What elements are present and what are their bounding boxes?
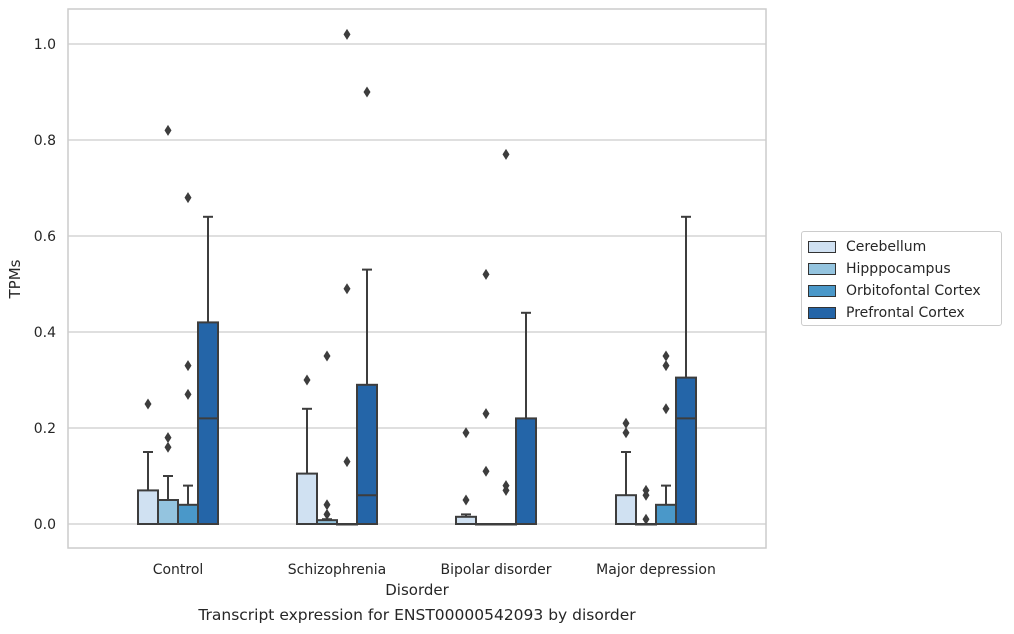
- legend-swatch: [808, 307, 836, 319]
- x-tick-label: Schizophrenia: [288, 562, 386, 578]
- y-tick-labels: 0.0 0.2 0.4 0.6 0.8 1.0: [34, 37, 56, 533]
- legend-item: Cerebellum: [808, 236, 1001, 258]
- y-tick-label: 1.0: [34, 37, 56, 53]
- outlier-point: [164, 124, 172, 136]
- outlier-point: [184, 388, 192, 400]
- legend: Cerebellum Hipppocampus Orbitofontal Corte…: [801, 231, 1002, 326]
- outlier-point: [642, 513, 650, 525]
- legend-item: Hipppocampus: [808, 258, 1001, 280]
- box-body: [655, 503, 677, 525]
- y-tick-label: 0.2: [34, 421, 56, 437]
- outlier-point: [662, 403, 670, 415]
- legend-swatch: [808, 285, 836, 297]
- box-prefrontal-cortex: [675, 215, 697, 525]
- outlier-point: [343, 283, 351, 295]
- legend-item: Orbitofontal Cortex: [808, 280, 1001, 302]
- box-prefrontal-cortex: [356, 86, 378, 525]
- legend-label: Orbitofontal Cortex: [846, 283, 981, 299]
- outlier-point: [502, 480, 510, 492]
- outlier-point: [303, 374, 311, 386]
- outlier-point: [164, 432, 172, 444]
- outlier-point: [482, 465, 490, 477]
- outlier-point: [662, 360, 670, 372]
- outlier-point: [502, 148, 510, 160]
- outlier-point: [164, 441, 172, 453]
- chart-caption: Transcript expression for ENST0000054209…: [198, 606, 636, 624]
- x-tick-label: Major depression: [596, 562, 716, 578]
- legend-label: Prefrontal Cortex: [846, 305, 965, 321]
- outlier-point: [622, 427, 630, 439]
- x-tick-labels: Control Schizophrenia Bipolar disorder Majo…: [153, 562, 716, 578]
- legend-label: Cerebellum: [846, 239, 927, 255]
- x-axis-label: Disorder: [385, 581, 449, 599]
- box-marks: [137, 28, 697, 526]
- box-body: [177, 503, 199, 525]
- outlier-point: [343, 456, 351, 468]
- box-body: [675, 376, 697, 525]
- x-tick-label: Bipolar disorder: [440, 562, 551, 578]
- outlier-point: [482, 408, 490, 420]
- box-body: [137, 489, 159, 525]
- box-body: [197, 321, 219, 525]
- outlier-point: [184, 192, 192, 204]
- box-cerebellum: [615, 417, 637, 526]
- box-hipppocampus: [475, 268, 497, 526]
- plot-frame: [67, 8, 767, 549]
- y-tick-label: 0.4: [34, 325, 56, 341]
- outlier-point: [462, 427, 470, 439]
- y-tick-label: 0.0: [34, 517, 56, 533]
- box-orbitofontal-cortex: [177, 192, 199, 525]
- box-cerebellum: [455, 427, 477, 525]
- x-tick-label: Control: [153, 562, 204, 578]
- box-cerebellum: [296, 374, 318, 526]
- box-body: [455, 515, 477, 525]
- outlier-point: [144, 398, 152, 410]
- box-prefrontal-cortex: [515, 311, 537, 525]
- box-hipppocampus: [635, 484, 657, 526]
- outlier-point: [323, 350, 331, 362]
- box-orbitofontal-cortex: [495, 148, 517, 526]
- box-prefrontal-cortex: [197, 215, 219, 525]
- y-axis-label: TPMs: [6, 259, 24, 299]
- outlier-point: [642, 484, 650, 496]
- outlier-point: [662, 350, 670, 362]
- box-hipppocampus: [316, 350, 338, 525]
- outlier-point: [462, 494, 470, 506]
- legend-item: Prefrontal Cortex: [808, 302, 1001, 324]
- box-hipppocampus: [157, 124, 179, 525]
- y-tick-label: 0.6: [34, 229, 56, 245]
- box-body: [296, 472, 318, 526]
- grid-lines: [68, 43, 766, 525]
- box-body: [515, 417, 537, 525]
- outlier-point: [323, 499, 331, 511]
- outlier-point: [323, 508, 331, 520]
- box-orbitofontal-cortex: [336, 28, 358, 526]
- legend-swatch: [808, 263, 836, 275]
- outlier-point: [343, 28, 351, 40]
- outlier-point: [482, 268, 490, 280]
- legend-label: Hipppocampus: [846, 261, 951, 277]
- box-body: [615, 494, 637, 526]
- outlier-point: [184, 360, 192, 372]
- box-cerebellum: [137, 398, 159, 525]
- box-orbitofontal-cortex: [655, 350, 677, 525]
- legend-swatch: [808, 241, 836, 253]
- outlier-point: [363, 86, 371, 98]
- box-body: [157, 499, 179, 525]
- box-body: [356, 383, 378, 525]
- y-tick-label: 0.8: [34, 133, 56, 149]
- outlier-point: [622, 417, 630, 429]
